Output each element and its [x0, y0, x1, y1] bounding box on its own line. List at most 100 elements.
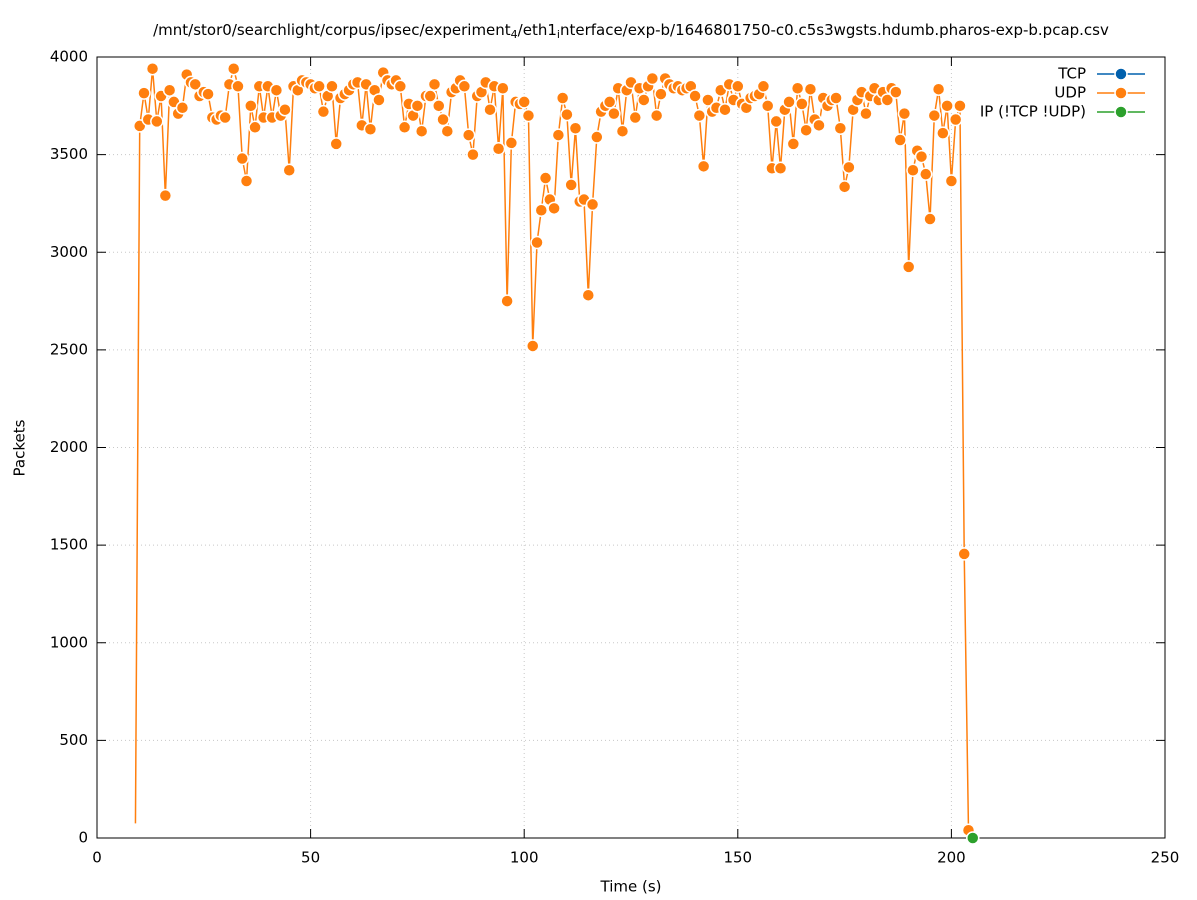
data-point [769, 114, 783, 129]
x-tick-label: 0 [92, 849, 102, 867]
data-point [654, 87, 668, 101]
data-point [602, 95, 617, 109]
data-point [564, 178, 578, 192]
data-point [585, 197, 600, 212]
data-point [461, 128, 476, 142]
data-point [525, 339, 540, 353]
data-point [786, 137, 801, 151]
y-tick-label: 1500 [50, 536, 88, 554]
data-point [278, 102, 292, 117]
y-tick-label: 2500 [50, 340, 88, 358]
data-point [696, 159, 711, 174]
data-point [799, 123, 813, 137]
legend-marker [1114, 105, 1128, 119]
data-point [466, 147, 480, 162]
title-segment: /mnt/stor0/searchlight/corpus/ipsec/expe… [153, 21, 511, 39]
data-point [859, 106, 873, 121]
data-point [560, 107, 574, 122]
y-tick-label: 4000 [50, 48, 88, 66]
data-point [201, 87, 215, 101]
data-point [812, 118, 826, 133]
data-point [944, 174, 959, 188]
data-point [530, 235, 544, 250]
data-point [688, 89, 702, 103]
data-point [889, 85, 903, 99]
x-tick-label: 150 [723, 849, 752, 867]
data-point [538, 171, 553, 185]
data-point [397, 120, 412, 135]
data-point [555, 91, 570, 105]
data-point [372, 93, 386, 107]
data-point [914, 149, 929, 164]
data-point [645, 71, 660, 86]
data-point [756, 79, 771, 94]
data-point [760, 99, 775, 113]
data-point [491, 142, 506, 156]
data-point [363, 122, 378, 136]
data-point [833, 121, 848, 136]
data-point [692, 108, 707, 123]
data-point [500, 294, 514, 308]
title-subscript: 4 [511, 28, 518, 41]
data-point [837, 180, 852, 194]
data-point [312, 79, 326, 94]
data-point [581, 288, 596, 302]
data-point [393, 79, 408, 94]
data-point [893, 133, 907, 147]
data-point [637, 93, 651, 107]
data-point [842, 160, 856, 175]
data-point [897, 106, 912, 121]
data-point [137, 86, 151, 100]
title-subscript: i [557, 28, 560, 41]
data-point [803, 82, 818, 96]
data-point [957, 547, 971, 561]
data-point [427, 77, 442, 92]
x-tick-label: 100 [510, 849, 539, 867]
data-point [931, 82, 946, 96]
x-tick-label: 50 [301, 849, 320, 867]
data-point [790, 81, 805, 95]
data-point [615, 124, 630, 138]
data-point [248, 120, 262, 135]
data-point [773, 161, 788, 176]
data-point [966, 831, 980, 845]
data-point [329, 137, 343, 151]
data-point [547, 201, 561, 216]
data-point [927, 108, 942, 123]
data-point [923, 212, 937, 226]
data-point [282, 163, 296, 177]
legend-label: IP (!TCP !UDP) [980, 103, 1086, 121]
data-point [244, 99, 258, 113]
data-point [649, 108, 664, 123]
data-point [718, 102, 732, 117]
data-point [175, 101, 190, 115]
data-point [457, 79, 472, 94]
data-point [218, 110, 232, 125]
data-point [731, 79, 745, 94]
y-tick-label: 0 [78, 829, 88, 847]
data-point [936, 126, 950, 140]
title-segment: nterface/exp-b/1646801750-c0.c5s3wgsts.h… [560, 21, 1109, 39]
data-point [607, 106, 621, 121]
data-point [410, 99, 425, 113]
data-point [901, 260, 916, 274]
legend-label: UDP [1054, 84, 1086, 102]
data-point [517, 95, 531, 109]
data-point [226, 61, 241, 76]
data-point [628, 110, 643, 125]
data-point [782, 95, 796, 109]
data-point [316, 104, 331, 119]
legend-marker [1114, 86, 1128, 100]
chart-title: /mnt/stor0/searchlight/corpus/ipsec/expe… [153, 21, 1109, 42]
data-point [414, 124, 429, 138]
data-point [551, 128, 566, 142]
data-point [521, 108, 536, 123]
x-tick-label: 250 [1151, 849, 1180, 867]
title-segment: /eth1 [518, 21, 557, 39]
data-point [239, 174, 254, 188]
data-point [504, 136, 519, 150]
data-point [919, 167, 933, 181]
data-point [590, 130, 604, 144]
y-tick-label: 1000 [50, 633, 88, 651]
